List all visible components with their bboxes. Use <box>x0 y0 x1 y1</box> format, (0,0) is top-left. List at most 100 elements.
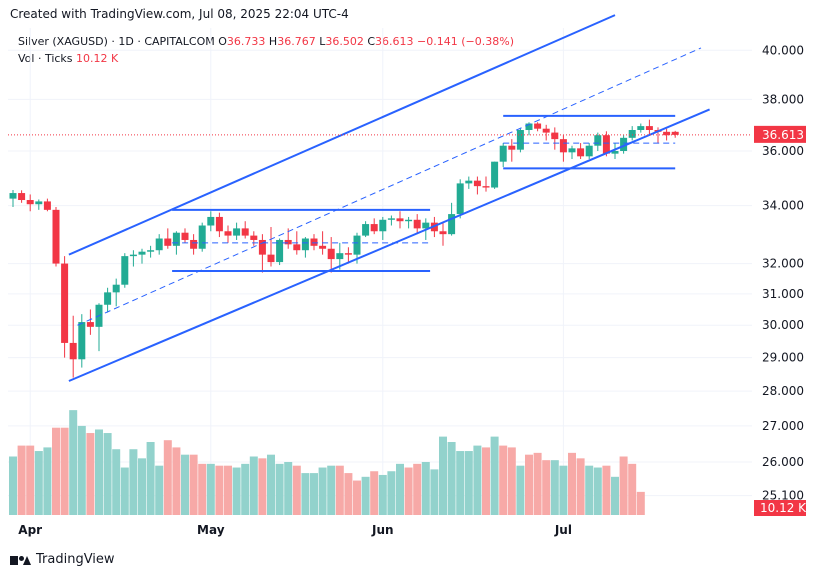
candle-body <box>301 238 309 251</box>
volume-bar <box>327 465 336 515</box>
open-label: O <box>218 35 227 48</box>
volume-bar <box>310 473 318 515</box>
price-tick-label: 31.000 <box>762 287 804 301</box>
price-tick-label: 30.000 <box>762 318 804 332</box>
volume-bar <box>456 451 465 515</box>
volume-bar <box>619 456 628 515</box>
candle-body <box>387 218 395 220</box>
volume-bar <box>550 460 559 515</box>
volume-bar <box>69 410 78 515</box>
volume-bar <box>77 425 86 515</box>
volume-bar <box>482 447 490 515</box>
candle-body <box>181 232 189 240</box>
candle-body <box>594 135 602 146</box>
candle-body <box>542 128 550 133</box>
volume-bar <box>370 471 379 515</box>
candle-body <box>129 254 137 257</box>
volume-value: 10.12 K <box>76 52 119 65</box>
channel-lower-line <box>68 108 710 382</box>
candle-body <box>516 129 524 150</box>
candle-body <box>645 126 653 130</box>
candle-body <box>551 132 559 140</box>
candle-body <box>568 148 576 153</box>
candle-body <box>620 137 628 151</box>
candle-body <box>344 253 352 255</box>
price-tick-label: 27.000 <box>762 419 804 433</box>
candle-body <box>439 231 447 235</box>
candle-body <box>69 342 77 360</box>
volume-bar <box>60 427 69 515</box>
candle-body <box>52 209 60 264</box>
volume-bar <box>17 445 26 515</box>
candle-body <box>284 239 292 245</box>
volume-bar <box>421 462 430 515</box>
volume-bar <box>138 458 146 515</box>
open-value: 36.733 <box>226 35 266 48</box>
volume-legend-row: Vol · Ticks 10.12 K <box>18 50 514 67</box>
volume-bar <box>473 445 482 515</box>
candle-body <box>215 216 223 232</box>
candle-body <box>172 232 180 246</box>
time-axis[interactable]: Apr May Jun Jul <box>18 523 572 537</box>
candle-body <box>26 200 34 205</box>
candle-body <box>628 129 636 138</box>
price-tick-label: 32.000 <box>762 257 804 271</box>
last-price-label: 36.613 <box>762 128 804 142</box>
volume-bar <box>611 476 619 515</box>
volume-bar <box>26 445 35 515</box>
candle-body <box>482 186 490 188</box>
price-axis[interactable]: 40.000 38.000 36.000 34.000 32.000 31.000 30.0… <box>754 43 807 516</box>
volume-bar <box>275 463 284 515</box>
volume-bar <box>241 463 250 515</box>
volume-bar <box>86 433 95 515</box>
tradingview-logo-icon <box>10 553 32 567</box>
candle-body <box>190 239 198 249</box>
price-tick-label: 36.000 <box>762 144 804 158</box>
volume-bar <box>568 452 576 515</box>
volume-bar <box>95 429 103 515</box>
candle-body <box>9 193 17 199</box>
price-tick-label: 26.000 <box>762 455 804 469</box>
time-tick-label: May <box>197 523 225 537</box>
candle-body <box>637 126 645 130</box>
candle-body <box>413 219 421 229</box>
time-tick-label: Apr <box>18 523 42 537</box>
candle-body <box>525 123 533 130</box>
candle-body <box>456 183 464 215</box>
volume-bar <box>344 473 353 515</box>
candle-body <box>310 238 318 246</box>
volume-bar <box>206 463 215 515</box>
volume-bar <box>499 445 508 515</box>
volume-bar <box>301 473 310 515</box>
candle-body <box>267 254 275 263</box>
volume-bar <box>232 467 241 515</box>
volume-bar <box>353 480 361 515</box>
volume-bar <box>559 465 568 515</box>
candle-body <box>233 228 241 236</box>
candle-body <box>78 322 86 360</box>
volume-bar <box>585 465 594 515</box>
volume-bar <box>129 449 138 515</box>
last-volume-badge <box>754 500 806 516</box>
volume-bar <box>602 465 611 515</box>
candle-body <box>198 225 206 249</box>
volume-bar <box>404 467 413 515</box>
candle-body <box>121 256 129 285</box>
candles <box>9 119 679 378</box>
candle-body <box>276 239 284 263</box>
volume-label: Vol · Ticks <box>18 52 73 65</box>
candle-body <box>534 123 542 129</box>
volume-bar <box>249 456 258 515</box>
volume-bar <box>146 441 155 515</box>
volume-bar <box>189 454 198 515</box>
candle-body <box>241 228 249 236</box>
volume-bar <box>292 465 301 515</box>
candle-body <box>396 218 404 222</box>
candle-body <box>336 253 344 260</box>
volume-bar <box>43 447 52 515</box>
price-tick-label: 25.100 <box>762 489 804 503</box>
volume-bar <box>163 440 172 515</box>
candle-body <box>491 161 499 188</box>
candle-body <box>104 292 112 305</box>
